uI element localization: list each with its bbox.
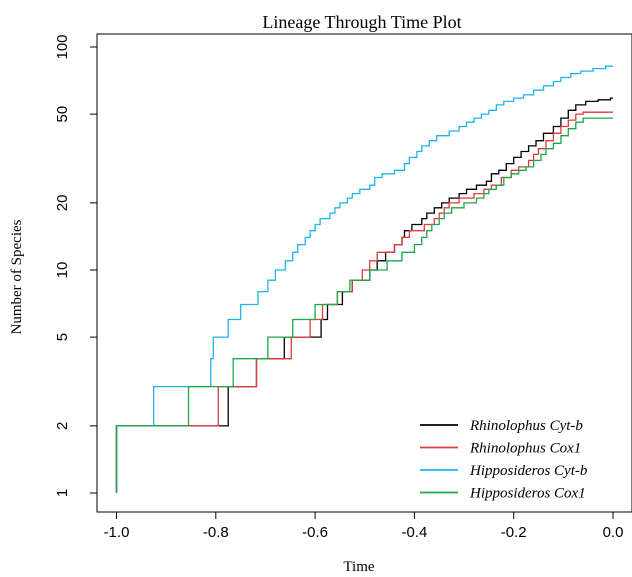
legend-label: Rhinolophus Cyt-b bbox=[469, 418, 583, 434]
series-line-hipposideros-cox1 bbox=[115, 117, 613, 493]
y-tick-label: 2 bbox=[54, 422, 71, 430]
y-axis-label: Number of Species bbox=[9, 219, 25, 334]
x-tick-label: -0.6 bbox=[302, 524, 328, 541]
x-tick-label: -0.8 bbox=[203, 524, 229, 541]
y-tick-label: 5 bbox=[54, 333, 71, 341]
chart-title: Lineage Through Time Plot bbox=[262, 12, 461, 32]
y-tick-label: 50 bbox=[54, 106, 71, 123]
legend: Rhinolophus Cyt-b Rhinolophus Cox1 Hipposi… bbox=[420, 418, 588, 502]
series-layer bbox=[115, 65, 613, 493]
y-tick-label: 10 bbox=[54, 262, 71, 279]
x-tick-label: -0.4 bbox=[401, 524, 427, 541]
y-tick-label: 100 bbox=[54, 34, 71, 59]
y-tick-label: 20 bbox=[54, 195, 71, 212]
x-tick-label: 0.0 bbox=[603, 524, 624, 541]
x-axis-label: Time bbox=[343, 559, 374, 575]
x-tick-label: -0.2 bbox=[501, 524, 527, 541]
y-tick-label: 1 bbox=[54, 489, 71, 497]
x-tick-label: -1.0 bbox=[104, 524, 130, 541]
legend-label: Rhinolophus Cox1 bbox=[469, 441, 581, 457]
legend-label: Hipposideros Cyt-b bbox=[469, 463, 588, 479]
series-line-hipposideros-cyt-b bbox=[115, 65, 613, 493]
axes: -1.0 -0.8 -0.6 -0.4 -0.2 0.0 1 2 5 10 20 50 100 bbox=[54, 34, 623, 541]
legend-label: Hipposideros Cox1 bbox=[469, 486, 586, 502]
